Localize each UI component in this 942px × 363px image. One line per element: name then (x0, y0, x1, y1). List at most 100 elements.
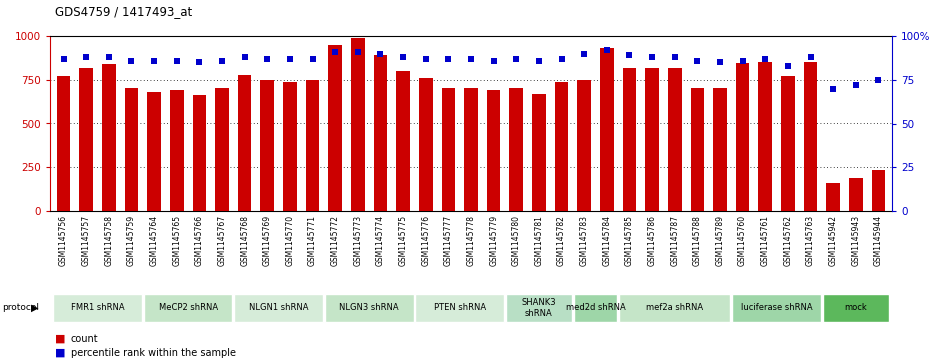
Bar (79, 68, 93, 211)
Text: percentile rank within the sample: percentile rank within the sample (71, 348, 236, 358)
Text: GSM1145761: GSM1145761 (761, 215, 770, 266)
Bar (510, 89, 523, 211)
Bar (170, 90, 184, 211)
Bar (555, 82, 568, 211)
Bar (192, 95, 206, 211)
Point (215, 58, 230, 64)
Bar (732, 294, 820, 322)
Text: GSM1145777: GSM1145777 (444, 215, 453, 266)
Text: GSM1145782: GSM1145782 (557, 215, 566, 266)
Bar (758, 62, 772, 211)
Text: med2d shRNA: med2d shRNA (565, 303, 625, 313)
Bar (415, 294, 504, 322)
Point (102, 54, 117, 60)
Text: GSM1145774: GSM1145774 (376, 215, 385, 266)
Bar (144, 294, 233, 322)
Bar (781, 76, 795, 211)
Bar (397, 71, 410, 211)
Point (667, 54, 682, 60)
Text: GSM1145765: GSM1145765 (172, 215, 181, 266)
Bar (713, 89, 727, 211)
Point (803, 54, 818, 60)
Point (735, 58, 750, 64)
Bar (690, 89, 704, 211)
Point (757, 56, 772, 62)
Text: MeCP2 shRNA: MeCP2 shRNA (158, 303, 218, 313)
Bar (822, 294, 889, 322)
Text: GSM1145771: GSM1145771 (308, 215, 317, 266)
Bar (532, 94, 545, 211)
Bar (238, 74, 252, 211)
Bar (668, 68, 681, 211)
Point (350, 49, 365, 55)
Text: GSM1145760: GSM1145760 (739, 215, 747, 266)
Bar (124, 89, 138, 211)
Point (192, 59, 207, 65)
Text: GSM1145776: GSM1145776 (421, 215, 430, 266)
Bar (102, 64, 116, 211)
Text: GSM1145758: GSM1145758 (105, 215, 113, 266)
Text: GSM1145763: GSM1145763 (806, 215, 815, 266)
Point (712, 59, 727, 65)
Text: GSM1145783: GSM1145783 (579, 215, 589, 266)
Point (260, 56, 275, 62)
Text: GSM1145787: GSM1145787 (670, 215, 679, 266)
Text: GSM1145779: GSM1145779 (489, 215, 498, 266)
Bar (645, 68, 658, 211)
Bar (53, 294, 142, 322)
Point (599, 47, 614, 53)
Text: GSM1145789: GSM1145789 (716, 215, 724, 266)
Text: GSM1145775: GSM1145775 (398, 215, 408, 266)
Point (124, 58, 139, 64)
Bar (261, 80, 274, 211)
Text: NLGN3 shRNA: NLGN3 shRNA (339, 303, 399, 313)
Bar (619, 294, 730, 322)
Text: GSM1145943: GSM1145943 (852, 215, 860, 266)
Bar (419, 78, 432, 211)
Text: FMR1 shRNA: FMR1 shRNA (71, 303, 124, 313)
Bar (506, 294, 572, 322)
Text: ■: ■ (55, 334, 65, 344)
Point (79, 54, 94, 60)
Point (463, 56, 479, 62)
Text: GSM1145757: GSM1145757 (82, 215, 90, 266)
Bar (849, 178, 863, 211)
Bar (804, 62, 818, 211)
Point (147, 58, 162, 64)
Bar (574, 294, 617, 322)
Text: ■: ■ (55, 348, 65, 358)
Bar (57, 76, 71, 211)
Point (509, 56, 524, 62)
Text: GSM1145780: GSM1145780 (512, 215, 521, 266)
Text: count: count (71, 334, 98, 344)
Text: GSM1145762: GSM1145762 (784, 215, 792, 266)
Text: GSM1145786: GSM1145786 (647, 215, 657, 266)
Point (486, 58, 501, 64)
Bar (329, 45, 342, 211)
Point (418, 56, 433, 62)
Point (305, 56, 320, 62)
Text: luciferase shRNA: luciferase shRNA (740, 303, 812, 313)
Point (644, 54, 659, 60)
Text: mef2a shRNA: mef2a shRNA (646, 303, 704, 313)
Text: mock: mock (844, 303, 868, 313)
Point (170, 58, 185, 64)
Point (531, 58, 546, 64)
Text: GSM1145773: GSM1145773 (353, 215, 363, 266)
Bar (487, 90, 500, 211)
Text: GSM1145942: GSM1145942 (829, 215, 837, 266)
Text: GSM1145788: GSM1145788 (693, 215, 702, 266)
Bar (577, 80, 591, 211)
Text: GSM1145778: GSM1145778 (466, 215, 476, 266)
Bar (284, 82, 297, 211)
Text: GSM1145769: GSM1145769 (263, 215, 272, 266)
Text: GSM1145759: GSM1145759 (127, 215, 136, 266)
Point (622, 52, 637, 58)
Bar (623, 68, 636, 211)
Point (328, 49, 343, 55)
Bar (871, 170, 885, 211)
Text: GSM1145772: GSM1145772 (331, 215, 340, 266)
Point (373, 50, 388, 56)
Point (237, 54, 252, 60)
Point (577, 50, 592, 56)
